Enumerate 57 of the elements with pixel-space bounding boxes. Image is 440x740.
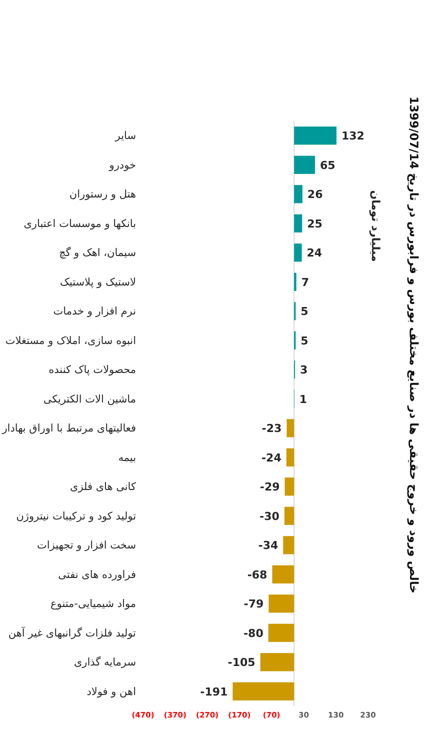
text: خالص ورود و خروج حقیقی ها در صنایع مختلف بورس و فرابورس در تاریخ 1399/07/14 [406,96,421,594]
data-label: 24 [306,246,322,260]
data-label: 1 [299,392,308,406]
data-label: 5 [300,334,308,348]
data-label: -68 [247,568,268,582]
bar [286,419,294,438]
y-tick-label: تولید کود و ترکیبات نیتروژن [16,510,136,522]
bar [286,448,294,466]
bar [284,478,294,496]
data-label: 25 [307,217,322,230]
bar [294,185,302,204]
data-label: -34 [258,539,278,552]
data-label: -23 [262,422,282,436]
y-tick-label: فعالیتهای مرتبط با اوراق بهادار [1,422,136,434]
data-label: -191 [200,685,228,698]
data-label: -80 [243,626,264,640]
y-tick-label: لاستیک و پلاستیک [60,276,136,288]
bar [268,594,294,613]
bar [283,536,294,554]
y-tick-label: مواد شیمیایی-متنوع [50,598,136,610]
data-label: 132 [342,130,364,143]
y-tick-label: بیمه [118,452,136,464]
bar [272,565,294,584]
y-axis-title: میلیارد تومان [369,190,382,262]
data-label: -29 [260,480,280,494]
y-tick-label: سخت افزار و تجهیزات [37,539,136,552]
data-label: 5 [300,305,308,318]
y-tick-label: محصولات پاک کننده [48,364,136,376]
bar [294,156,315,174]
data-label: -105 [228,656,256,670]
y-tick-label: هتل و رستوران [69,188,136,200]
y-tick-label: کانی های فلزی [70,480,136,493]
data-label: 7 [301,276,309,289]
bar [294,244,302,262]
y-tick-label: سیمان، اهک و گچ [58,246,136,259]
bar [232,682,294,700]
y-tick-label: بانکها و موسسات اعتباری [24,218,136,230]
data-label: 26 [307,188,324,202]
y-tick-label: سرمایه گذاری [74,655,136,668]
y-tick-label: انبوه سازی، املاک و مستغلات [5,334,136,347]
y-tick-label: تولید فلزات گرانبهای غیر آهن [8,626,136,640]
data-label: -24 [261,451,282,464]
y-tick-label: فراورده های نفتی [58,568,136,581]
data-label: 65 [320,158,336,172]
data-label: -30 [260,510,280,523]
data-label: 3 [300,364,308,377]
y-tick-label: سایر [114,130,136,142]
bar [294,126,336,145]
y-tick-label: خودرو [108,159,136,172]
bar [284,506,294,525]
y-tick-label: نرم افزار و خدمات [53,305,136,318]
bar [294,214,302,232]
data-label: -79 [244,598,264,611]
y-tick-label: ماشین الات الکتریکی [43,393,136,406]
y-tick-label: اهن و فولاد [86,686,136,698]
bar [268,624,294,642]
bar [260,653,294,672]
